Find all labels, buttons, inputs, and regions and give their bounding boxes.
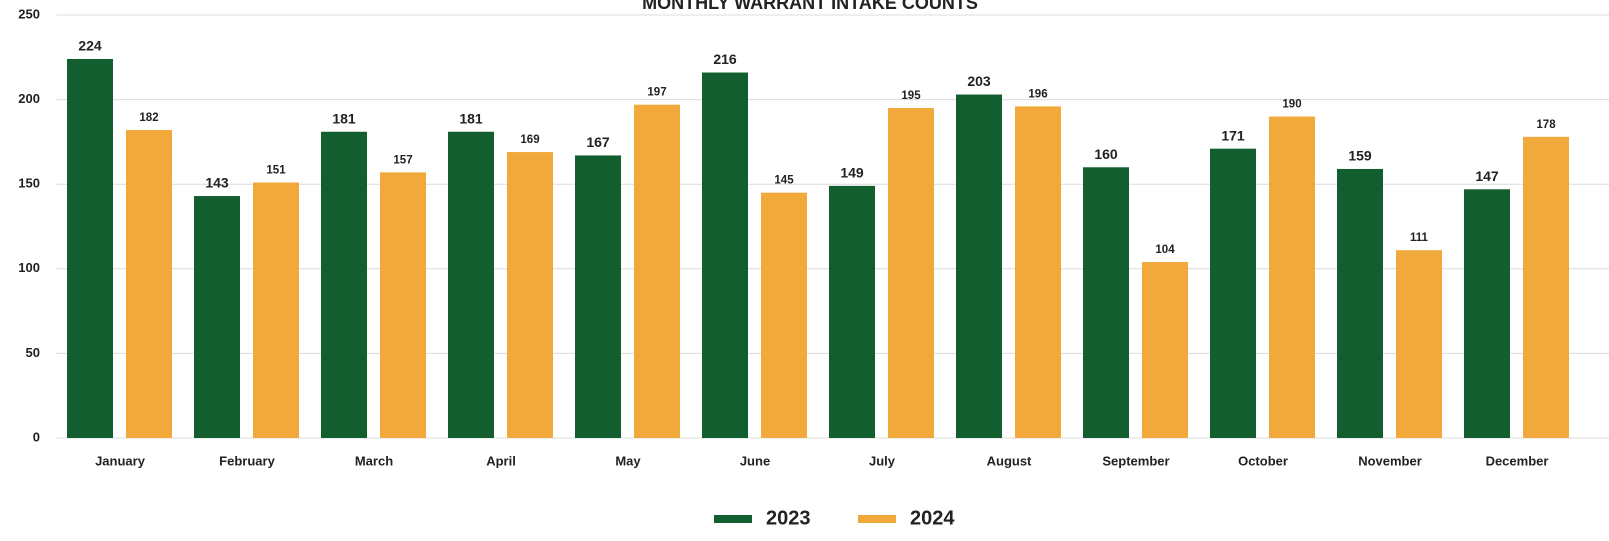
y-tick-label: 250 xyxy=(18,6,40,21)
chart-title: MONTHLY WARRANT INTAKE COUNTS xyxy=(642,0,978,13)
data-label: 149 xyxy=(840,165,864,181)
y-tick-label: 50 xyxy=(26,345,40,360)
x-tick-label: November xyxy=(1358,453,1422,468)
data-label: 143 xyxy=(205,175,229,191)
x-tick-label: April xyxy=(486,453,516,468)
bar xyxy=(253,182,299,438)
data-label: 197 xyxy=(647,87,666,99)
bar xyxy=(507,152,553,438)
y-tick-label: 0 xyxy=(33,429,40,444)
data-label: 190 xyxy=(1282,99,1301,111)
x-tick-label: March xyxy=(355,453,393,468)
bar xyxy=(321,131,367,439)
data-label: 181 xyxy=(459,110,483,126)
data-label: 167 xyxy=(586,134,610,150)
y-tick-label: 200 xyxy=(18,91,40,106)
data-label: 182 xyxy=(139,112,158,124)
data-label: 160 xyxy=(1094,146,1118,162)
bar xyxy=(1269,116,1315,439)
legend-label: 2023 xyxy=(766,507,811,529)
bar xyxy=(380,172,426,438)
bar xyxy=(1396,250,1442,438)
y-tick-label: 150 xyxy=(18,176,40,191)
x-tick-label: June xyxy=(740,453,770,468)
data-label: 195 xyxy=(901,90,921,102)
data-label: 171 xyxy=(1221,127,1245,143)
bar xyxy=(575,155,621,438)
x-tick-label: July xyxy=(869,453,896,468)
bar xyxy=(1523,136,1569,438)
data-label: 203 xyxy=(967,73,991,89)
bar xyxy=(126,130,172,438)
data-label: 157 xyxy=(393,154,412,166)
x-tick-label: December xyxy=(1486,453,1549,468)
x-tick-label: February xyxy=(219,453,275,468)
bar xyxy=(761,192,807,438)
bar xyxy=(1142,262,1188,438)
bar xyxy=(67,58,113,438)
legend-swatch xyxy=(858,515,896,523)
bar xyxy=(956,94,1002,439)
legend-label: 2024 xyxy=(910,507,955,529)
bar xyxy=(1083,167,1129,438)
x-tick-label: May xyxy=(615,453,641,468)
data-label: 178 xyxy=(1536,119,1556,131)
bar xyxy=(1015,106,1061,439)
data-label: 111 xyxy=(1410,232,1429,244)
bar xyxy=(194,196,240,438)
bar xyxy=(829,185,875,438)
x-tick-label: January xyxy=(95,453,146,468)
x-tick-label: October xyxy=(1238,453,1288,468)
bar xyxy=(1337,168,1383,439)
data-label: 196 xyxy=(1028,88,1047,100)
bar xyxy=(1464,189,1510,438)
data-label: 216 xyxy=(713,51,737,67)
legend-swatch xyxy=(714,515,752,523)
x-tick-label: September xyxy=(1102,453,1169,468)
data-label: 104 xyxy=(1155,244,1175,256)
data-label: 159 xyxy=(1348,148,1372,164)
data-label: 151 xyxy=(266,165,286,177)
data-label: 169 xyxy=(520,134,539,146)
bar xyxy=(1210,148,1256,438)
bar xyxy=(634,104,680,439)
data-label: 145 xyxy=(774,175,794,187)
bar xyxy=(448,131,494,439)
data-label: 147 xyxy=(1475,168,1499,184)
data-label: 181 xyxy=(332,110,356,126)
bar xyxy=(702,72,748,438)
bar xyxy=(888,108,934,438)
x-tick-label: August xyxy=(987,453,1032,468)
data-label: 224 xyxy=(78,38,102,54)
y-tick-label: 100 xyxy=(18,260,40,275)
